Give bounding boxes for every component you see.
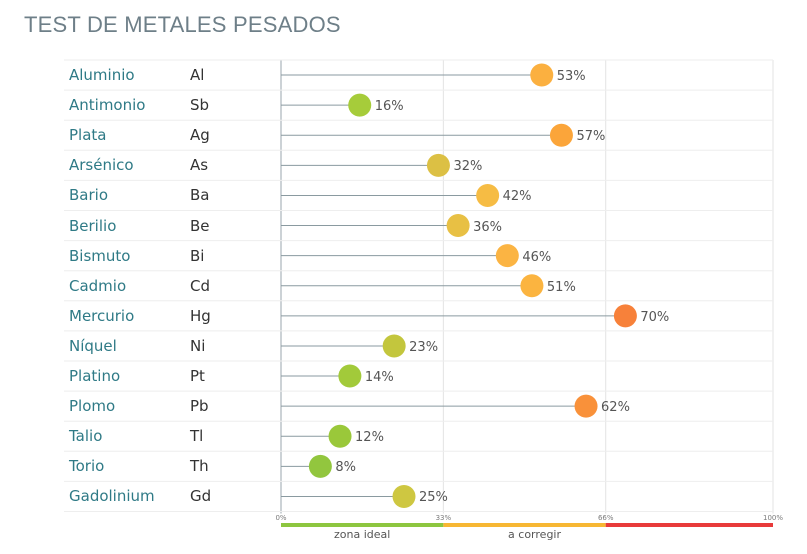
data-label: 51%: [546, 279, 576, 295]
row-symbol: As: [190, 156, 209, 175]
row-name: Níquel: [69, 336, 117, 355]
data-label: 16%: [374, 99, 404, 115]
zone-bar: [281, 523, 444, 527]
row-symbol: Tl: [190, 427, 204, 446]
data-label: 46%: [522, 249, 552, 265]
row-name: Mercurio: [69, 306, 135, 325]
row-symbol: Ag: [190, 126, 210, 145]
data-label: 36%: [473, 219, 503, 235]
lollipop-dot: [328, 424, 352, 448]
row-name: Torio: [69, 457, 105, 476]
data-label: 53%: [556, 69, 586, 84]
data-label: 12%: [355, 430, 384, 446]
lollipop-dot: [476, 183, 500, 207]
data-label: 14%: [364, 370, 394, 385]
zone-bar: [605, 523, 773, 527]
row-symbol: Al: [190, 66, 205, 84]
row-name: Cadmio: [69, 276, 127, 295]
row-symbol: Pt: [190, 367, 205, 385]
row-name: Plomo: [69, 397, 116, 416]
zone-bar: [443, 523, 606, 527]
zone-label: a corregir: [508, 528, 562, 541]
lollipop-dot: [549, 123, 573, 147]
row-symbol: Be: [190, 216, 210, 235]
lollipop-dot: [348, 93, 372, 117]
lollipop-dot: [574, 394, 598, 418]
data-label: 32%: [453, 159, 483, 175]
data-label: 8%: [335, 460, 356, 476]
row-symbol: Hg: [190, 306, 211, 325]
row-symbol: Sb: [190, 96, 210, 115]
row-name: Talio: [69, 427, 103, 446]
data-label: 23%: [409, 339, 439, 355]
lollipop-dot: [446, 214, 470, 238]
row-name: Platino: [69, 367, 121, 385]
zone-label: zona ideal: [334, 528, 391, 541]
row-symbol: Gd: [190, 487, 212, 506]
lollipop-dot: [613, 304, 637, 328]
row-name: Bismuto: [69, 246, 131, 265]
row-name: Bario: [69, 186, 108, 205]
lollipop-dot: [520, 274, 544, 298]
lollipop-dot: [308, 454, 332, 478]
tick-label: 0%: [275, 514, 287, 522]
lollipop-dot: [426, 153, 450, 177]
tick-label: 66%: [597, 514, 614, 522]
row-symbol: Pb: [190, 397, 209, 416]
data-label: 42%: [502, 189, 532, 205]
row-symbol: Cd: [190, 276, 210, 295]
lollipop-dot: [392, 484, 416, 508]
row-name: Plata: [69, 126, 107, 145]
tick-label: 100%: [762, 514, 784, 522]
lollipop-dot: [495, 244, 519, 268]
row-name: Arsénico: [69, 156, 134, 175]
tick-label: 33%: [435, 514, 452, 522]
row-name: Antimonio: [69, 96, 146, 115]
data-label: 25%: [419, 490, 448, 506]
chart-title: TEST DE METALES PESADOS: [24, 12, 341, 37]
data-label: 57%: [576, 129, 606, 145]
lollipop-dot: [338, 364, 362, 388]
row-symbol: Ni: [190, 336, 206, 355]
lollipop-dot: [530, 63, 554, 87]
data-label: 62%: [601, 400, 630, 416]
row-name: Aluminio: [69, 66, 135, 84]
row-name: Berilio: [69, 216, 117, 235]
row-symbol: Ba: [190, 186, 210, 205]
row-name: Gadolinium: [69, 487, 155, 506]
lollipop-dot: [382, 334, 406, 358]
row-symbol: Th: [190, 457, 209, 476]
data-label: 70%: [640, 309, 670, 325]
row-symbol: Bi: [190, 246, 205, 265]
